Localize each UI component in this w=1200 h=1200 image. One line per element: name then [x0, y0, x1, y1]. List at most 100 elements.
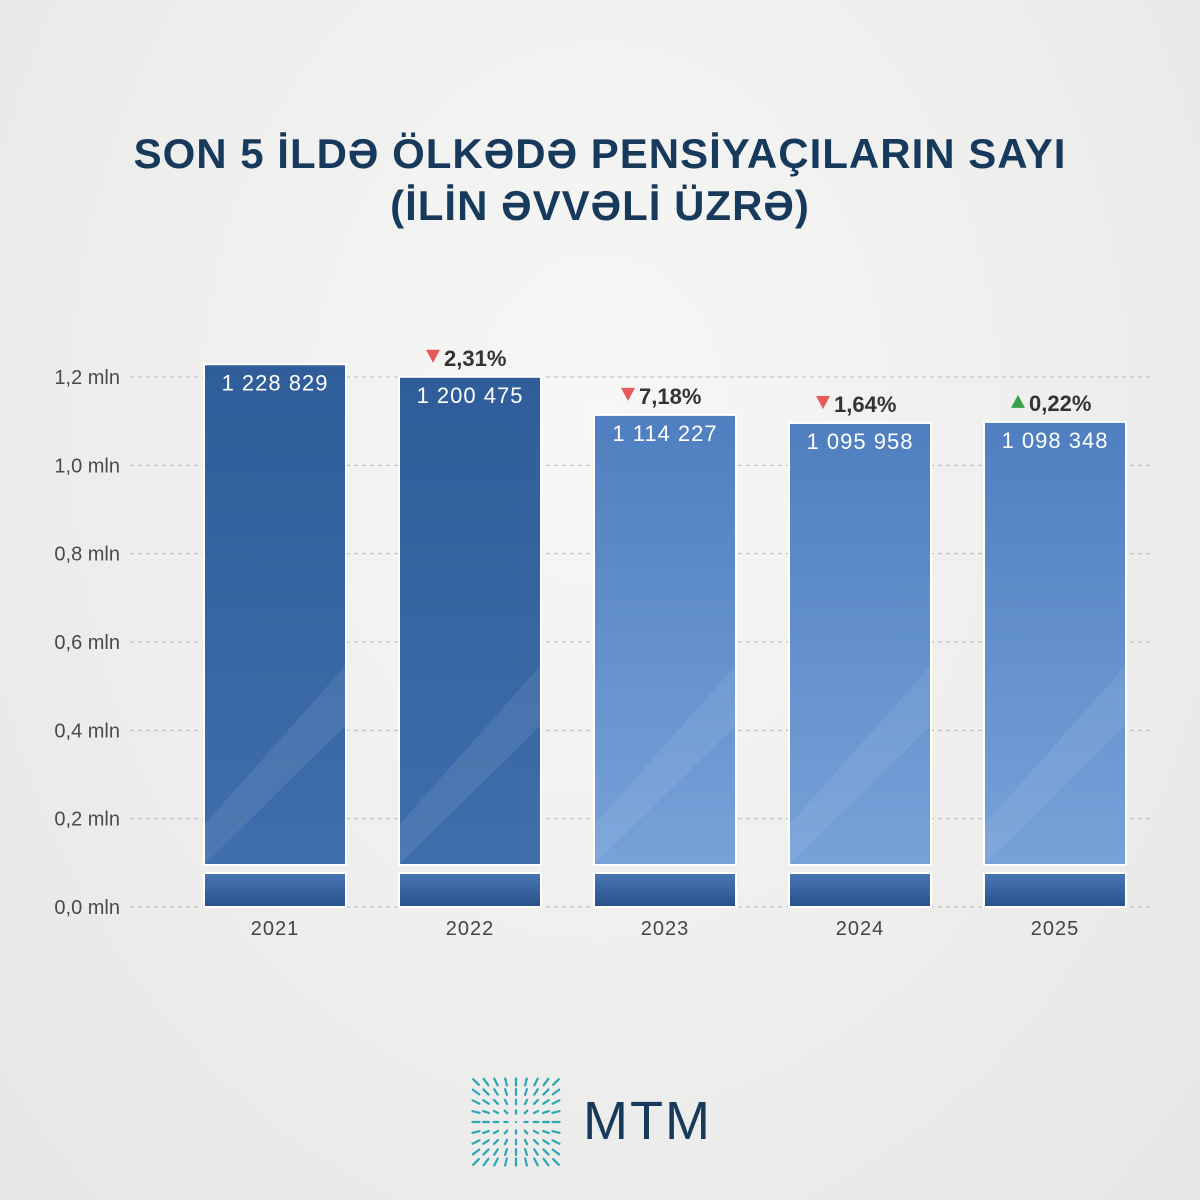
logo-stroke: [542, 1109, 550, 1115]
logo-stroke: [533, 1148, 539, 1156]
arrow-down-icon: [426, 349, 440, 363]
bar-2023: [593, 413, 737, 866]
logo-stroke: [523, 1129, 529, 1135]
logo-stroke: [552, 1078, 560, 1086]
x-tick-label: 2021: [251, 918, 300, 940]
value-label: 1 098 348: [1002, 428, 1109, 453]
logo-stroke: [482, 1099, 490, 1105]
logo-stroke: [551, 1099, 561, 1105]
logo-stroke: [471, 1088, 481, 1096]
logo-stroke: [471, 1110, 481, 1114]
logo-stroke: [542, 1088, 550, 1096]
logo-stroke: [482, 1129, 490, 1135]
logo-stroke: [542, 1139, 550, 1145]
logo-stroke: [523, 1109, 529, 1115]
bar-2024: [788, 421, 932, 866]
logo-stroke: [472, 1078, 480, 1086]
mtm-logo-icon: [471, 1077, 561, 1167]
logo-stroke: [533, 1077, 539, 1087]
logo-stroke: [492, 1109, 500, 1115]
change-label: 2,31%: [444, 346, 506, 371]
logo-stroke: [532, 1138, 540, 1146]
logo-stroke: [503, 1098, 509, 1106]
bar-base-2024: [788, 872, 932, 908]
logo-stroke: [492, 1129, 500, 1135]
labels: 0,0 mln 0,2 mln 0,4 mln 0,6 mln 0,8 mln 1,0 m…: [54, 346, 1109, 940]
arrow-down-icon: [621, 387, 635, 401]
bar-chart: 0,0 mln 0,2 mln 0,4 mln 0,6 mln 0,8 mln 1,0 m…: [54, 346, 1150, 940]
bar-highlight: [399, 665, 541, 865]
logo-stroke: [492, 1138, 500, 1146]
bar-base-2023: [593, 872, 737, 908]
logo-stroke: [542, 1099, 550, 1105]
logo-stroke: [542, 1129, 550, 1135]
logo-stroke: [482, 1157, 490, 1167]
bars: [203, 363, 1127, 908]
logo-stroke: [523, 1098, 529, 1106]
arrow-up-icon: [1011, 394, 1025, 408]
x-tick-label: 2022: [446, 918, 495, 940]
y-tick-label: 1,0 mln: [54, 455, 120, 477]
logo-text: MTM: [583, 1091, 712, 1151]
logo-stroke: [482, 1148, 490, 1156]
logo-stroke: [523, 1148, 529, 1156]
y-tick-label: 0,8 mln: [54, 544, 120, 566]
logo-stroke: [533, 1157, 539, 1167]
logo-stroke: [482, 1088, 490, 1096]
logo-stroke: [504, 1157, 508, 1167]
logo-stroke: [523, 1088, 529, 1096]
bar-highlight: [594, 665, 736, 865]
x-tick-label: 2025: [1031, 918, 1080, 940]
bar-2021: [203, 363, 347, 866]
logo-stroke: [551, 1130, 561, 1134]
logo-stroke: [524, 1077, 528, 1087]
logo-stroke: [493, 1148, 499, 1156]
logo-stroke: [493, 1088, 499, 1096]
logo-stroke: [551, 1088, 561, 1096]
logo-stroke: [503, 1129, 509, 1135]
change-label: 7,18%: [639, 384, 701, 409]
logo-stroke: [482, 1077, 490, 1087]
chart-title-line-2: (İLİN ƏVVƏLİ ÜZRƏ): [390, 182, 810, 229]
y-tick-label: 0,2 mln: [54, 809, 120, 831]
y-tick-label: 0,6 mln: [54, 632, 120, 654]
logo-stroke: [471, 1130, 481, 1134]
logo-stroke: [471, 1148, 481, 1156]
bar-2025: [983, 420, 1127, 866]
chart-title: SON 5 İLDƏ ÖLKƏDƏ PENSİYAÇILARIN SAYI (İ…: [0, 128, 1200, 232]
logo-stroke: [471, 1139, 481, 1145]
logo-stroke: [533, 1088, 539, 1096]
bar-highlight: [789, 665, 931, 865]
bar-base-2021: [203, 872, 347, 908]
logo-stroke: [482, 1109, 490, 1115]
logo-stroke: [552, 1158, 560, 1166]
bar-highlight: [984, 665, 1126, 865]
chart-title-line-1: SON 5 İLDƏ ÖLKƏDƏ PENSİYAÇILARIN SAYI: [133, 130, 1067, 177]
y-tick-label: 0,0 mln: [54, 897, 120, 919]
logo-stroke: [493, 1077, 499, 1087]
logo-stroke: [532, 1129, 540, 1135]
change-label: 0,22%: [1029, 391, 1091, 416]
logo-stroke: [551, 1148, 561, 1156]
value-label: 1 095 958: [807, 429, 914, 454]
logo-stroke: [551, 1110, 561, 1114]
logo-stroke: [504, 1077, 508, 1087]
bar-base-2022: [398, 872, 542, 908]
logo-stroke: [471, 1099, 481, 1105]
logo-stroke: [542, 1157, 550, 1167]
x-tick-label: 2023: [641, 918, 690, 940]
x-tick-label: 2024: [836, 918, 885, 940]
bar-highlight: [204, 665, 346, 865]
logo-stroke: [482, 1139, 490, 1145]
logo-stroke: [532, 1098, 540, 1106]
logo-stroke: [503, 1109, 509, 1115]
y-tick-label: 1,2 mln: [54, 367, 120, 389]
value-label: 1 228 829: [222, 370, 329, 395]
arrow-down-icon: [816, 395, 830, 409]
bar-base-2025: [983, 872, 1127, 908]
logo-stroke: [551, 1139, 561, 1145]
logo-stroke: [503, 1148, 509, 1156]
logo-stroke: [542, 1148, 550, 1156]
bar-2022: [398, 375, 542, 866]
value-label: 1 200 475: [417, 383, 524, 408]
